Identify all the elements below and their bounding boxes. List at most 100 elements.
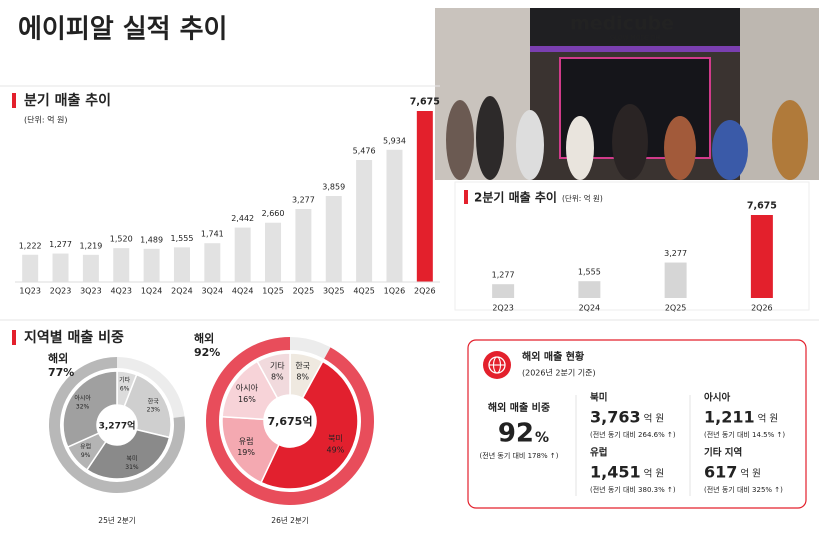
slice-name: 유럽 (80, 443, 91, 451)
value-label: 7,675 (410, 97, 440, 108)
region-name: 북미 (590, 392, 607, 404)
page-title: 에이피알 실적 추이 (18, 15, 227, 45)
x-tick-label: 3Q23 (80, 287, 102, 296)
slice-name: 기타 (270, 362, 285, 371)
x-tick-label: 2Q23 (50, 287, 72, 296)
bar (325, 196, 342, 282)
x-tick-label: 2Q23 (492, 304, 514, 313)
x-tick-label: 3Q24 (202, 287, 224, 296)
slice-value: 19% (237, 448, 255, 457)
region-note: (전년 동기 대비 14.5% ↑) (704, 430, 785, 439)
unit-note: (단위: 억 원) (24, 115, 67, 125)
share-unit: % (535, 430, 549, 446)
region-value: 1,451 (590, 463, 641, 482)
x-tick-label: 2Q24 (171, 287, 193, 296)
bar (52, 253, 69, 282)
center-label: 3,277억 (99, 420, 136, 432)
slice-name: 북미 (126, 454, 137, 462)
caption: 26년 2분기 (271, 515, 308, 525)
value-label: 3,859 (322, 183, 345, 192)
person (566, 116, 594, 180)
bar (750, 215, 773, 298)
person (516, 110, 544, 180)
value-label: 3,277 (292, 195, 315, 204)
q2-chart: 1,277 2Q23 1,555 2Q24 3,277 2Q25 7,675 2Q26 (492, 201, 777, 313)
value-label: 2,660 (262, 209, 285, 218)
section-marker (12, 330, 16, 345)
value-label: 1,222 (19, 241, 42, 250)
region-value: 3,763 (590, 408, 641, 427)
x-tick-label: 1Q23 (19, 287, 41, 296)
outer-name: 해외 (194, 331, 214, 345)
caption: 25년 2분기 (98, 515, 135, 525)
slice-value: 31% (125, 464, 139, 471)
value-label: 3,277 (664, 249, 687, 258)
card-title: 해외 매출 현황 (522, 350, 585, 363)
value-label: 1,520 (110, 235, 133, 244)
region-value: 1,211 (704, 408, 755, 427)
x-tick-label: 1Q24 (141, 287, 163, 296)
share-label: 해외 매출 비중 (488, 401, 550, 414)
value-label: 1,741 (201, 230, 224, 239)
slice-value: 8% (296, 373, 309, 382)
overseas-card: 해외 매출 현황 (2026년 2분기 기준) 해외 매출 비중 92 % (전… (467, 339, 807, 509)
person (772, 100, 808, 180)
region-name: 기타 지역 (704, 447, 742, 459)
unit-note: (단위: 억 원) (562, 193, 603, 203)
region-note: (전년 동기 대비 325% ↑) (704, 485, 783, 494)
sign-sub: GLOW MODE DH (610, 35, 660, 42)
value-label: 1,219 (79, 241, 102, 250)
bar (492, 284, 515, 298)
outer-value: 77% (48, 366, 74, 379)
value-label: 1,277 (49, 240, 72, 249)
x-tick-label: 4Q23 (110, 287, 132, 296)
bar (295, 208, 312, 282)
sign-text: medicube (570, 13, 674, 35)
value-label: 1,555 (578, 268, 601, 277)
bar (664, 262, 687, 298)
card-basis: (2026년 2분기 기준) (522, 368, 596, 378)
person (712, 120, 748, 180)
region-unit: 억 원 (740, 468, 761, 480)
x-tick-label: 2Q26 (414, 287, 436, 296)
value-label: 1,489 (140, 235, 163, 244)
region-unit: 억 원 (644, 413, 665, 425)
bar (173, 247, 190, 282)
x-tick-label: 1Q25 (262, 287, 284, 296)
bar (578, 281, 601, 298)
section-marker (12, 93, 16, 108)
bar (356, 159, 373, 282)
x-tick-label: 3Q25 (323, 287, 345, 296)
bar (204, 243, 221, 282)
region-value: 617 (704, 463, 737, 482)
slice-name: 아시아 (74, 394, 91, 402)
region-unit: 억 원 (758, 413, 779, 425)
section-title: 지역별 매출 비중 (24, 329, 124, 346)
region-name: 아시아 (704, 392, 730, 404)
section-title: 2분기 매출 추이 (474, 190, 557, 205)
person (664, 116, 696, 180)
region-note: (전년 동기 대비 380.3% ↑) (590, 485, 676, 494)
neon (530, 46, 740, 52)
outer-name: 해외 (48, 351, 68, 365)
share-note: (전년 동기 대비 178% ↑) (480, 451, 559, 460)
slice-name: 북미 (328, 434, 343, 443)
bar (82, 254, 99, 282)
quarterly-chart: 1,222 1Q23 1,277 2Q23 1,219 3Q23 1,520 4Q23 1,48… (15, 97, 440, 296)
donut-hole (264, 395, 316, 447)
slice-value: 32% (76, 403, 90, 410)
x-tick-label: 2Q24 (579, 304, 601, 313)
donut-hole (97, 405, 137, 445)
person (446, 100, 474, 180)
slice-name: 한국 (148, 398, 160, 405)
share-value: 92 (498, 419, 534, 449)
x-tick-label: 4Q25 (353, 287, 375, 296)
value-label: 1,555 (171, 234, 194, 243)
x-tick-label: 1Q26 (384, 287, 406, 296)
outer-value: 92% (194, 346, 220, 359)
bar (234, 227, 251, 282)
slice-value: 9% (81, 452, 91, 459)
sign-board (530, 8, 740, 46)
x-tick-label: 2Q25 (665, 304, 687, 313)
